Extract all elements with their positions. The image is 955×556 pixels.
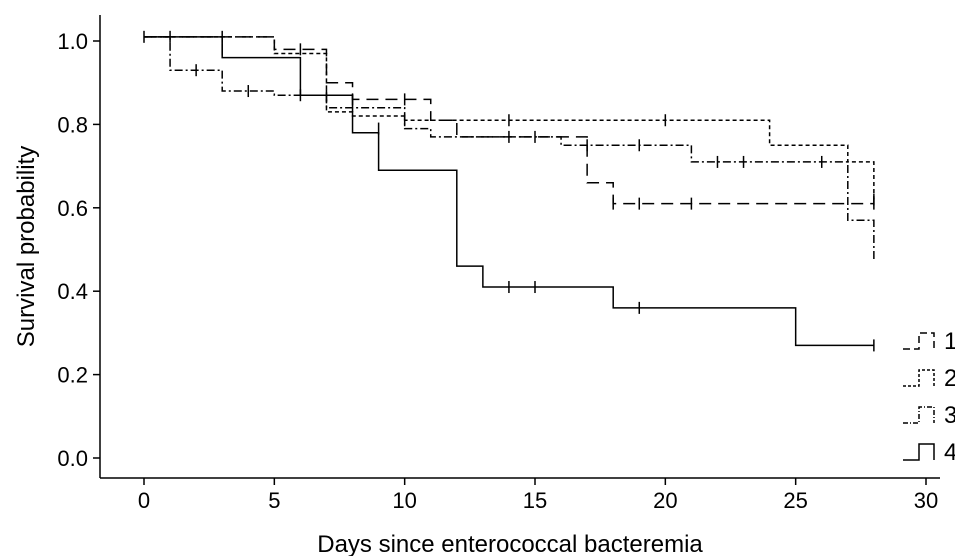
x-tick-label: 15 xyxy=(523,488,547,513)
legend-label: 2 xyxy=(944,365,955,392)
legend: 1 2 3 4 xyxy=(903,328,955,466)
legend-item-1: 1 xyxy=(903,328,955,355)
series-4 xyxy=(143,30,875,352)
y-axis-title: Survival probability xyxy=(13,146,40,347)
x-tick-label: 25 xyxy=(783,488,807,513)
series-2 xyxy=(144,36,875,206)
legend-symbol xyxy=(903,443,935,461)
x-ticks: 0 5 10 15 20 25 30 xyxy=(138,478,938,513)
series-line-3 xyxy=(144,36,875,263)
legend-label: 3 xyxy=(944,402,955,429)
x-tick-label: 20 xyxy=(653,488,677,513)
x-tick-label: 30 xyxy=(914,488,938,513)
y-tick-label: 0.6 xyxy=(57,196,88,221)
axes xyxy=(99,15,940,479)
legend-label: 4 xyxy=(944,439,955,466)
y-tick-label: 0.4 xyxy=(57,279,88,304)
legend-symbol xyxy=(903,332,935,350)
legend-item-3: 3 xyxy=(903,402,955,429)
series-3 xyxy=(144,36,875,263)
series-line-4 xyxy=(144,36,874,347)
x-tick-label: 0 xyxy=(138,488,150,513)
y-tick-label: 0.2 xyxy=(57,363,88,388)
y-ticks: 0.0 0.2 0.4 0.6 0.8 1.0 xyxy=(57,29,100,471)
y-tick-label: 0.8 xyxy=(57,112,88,137)
y-tick-label: 1.0 xyxy=(57,29,88,54)
survival-curves xyxy=(143,30,875,352)
x-tick-label: 10 xyxy=(392,488,416,513)
legend-item-4: 4 xyxy=(903,439,955,466)
legend-label: 1 xyxy=(944,328,955,355)
y-tick-label: 0.0 xyxy=(57,446,88,471)
x-tick-label: 5 xyxy=(268,488,280,513)
legend-symbol xyxy=(903,369,935,387)
legend-item-2: 2 xyxy=(903,365,955,392)
x-axis-title: Days since enterococcal bacteremia xyxy=(317,531,703,556)
legend-symbol xyxy=(903,406,935,424)
